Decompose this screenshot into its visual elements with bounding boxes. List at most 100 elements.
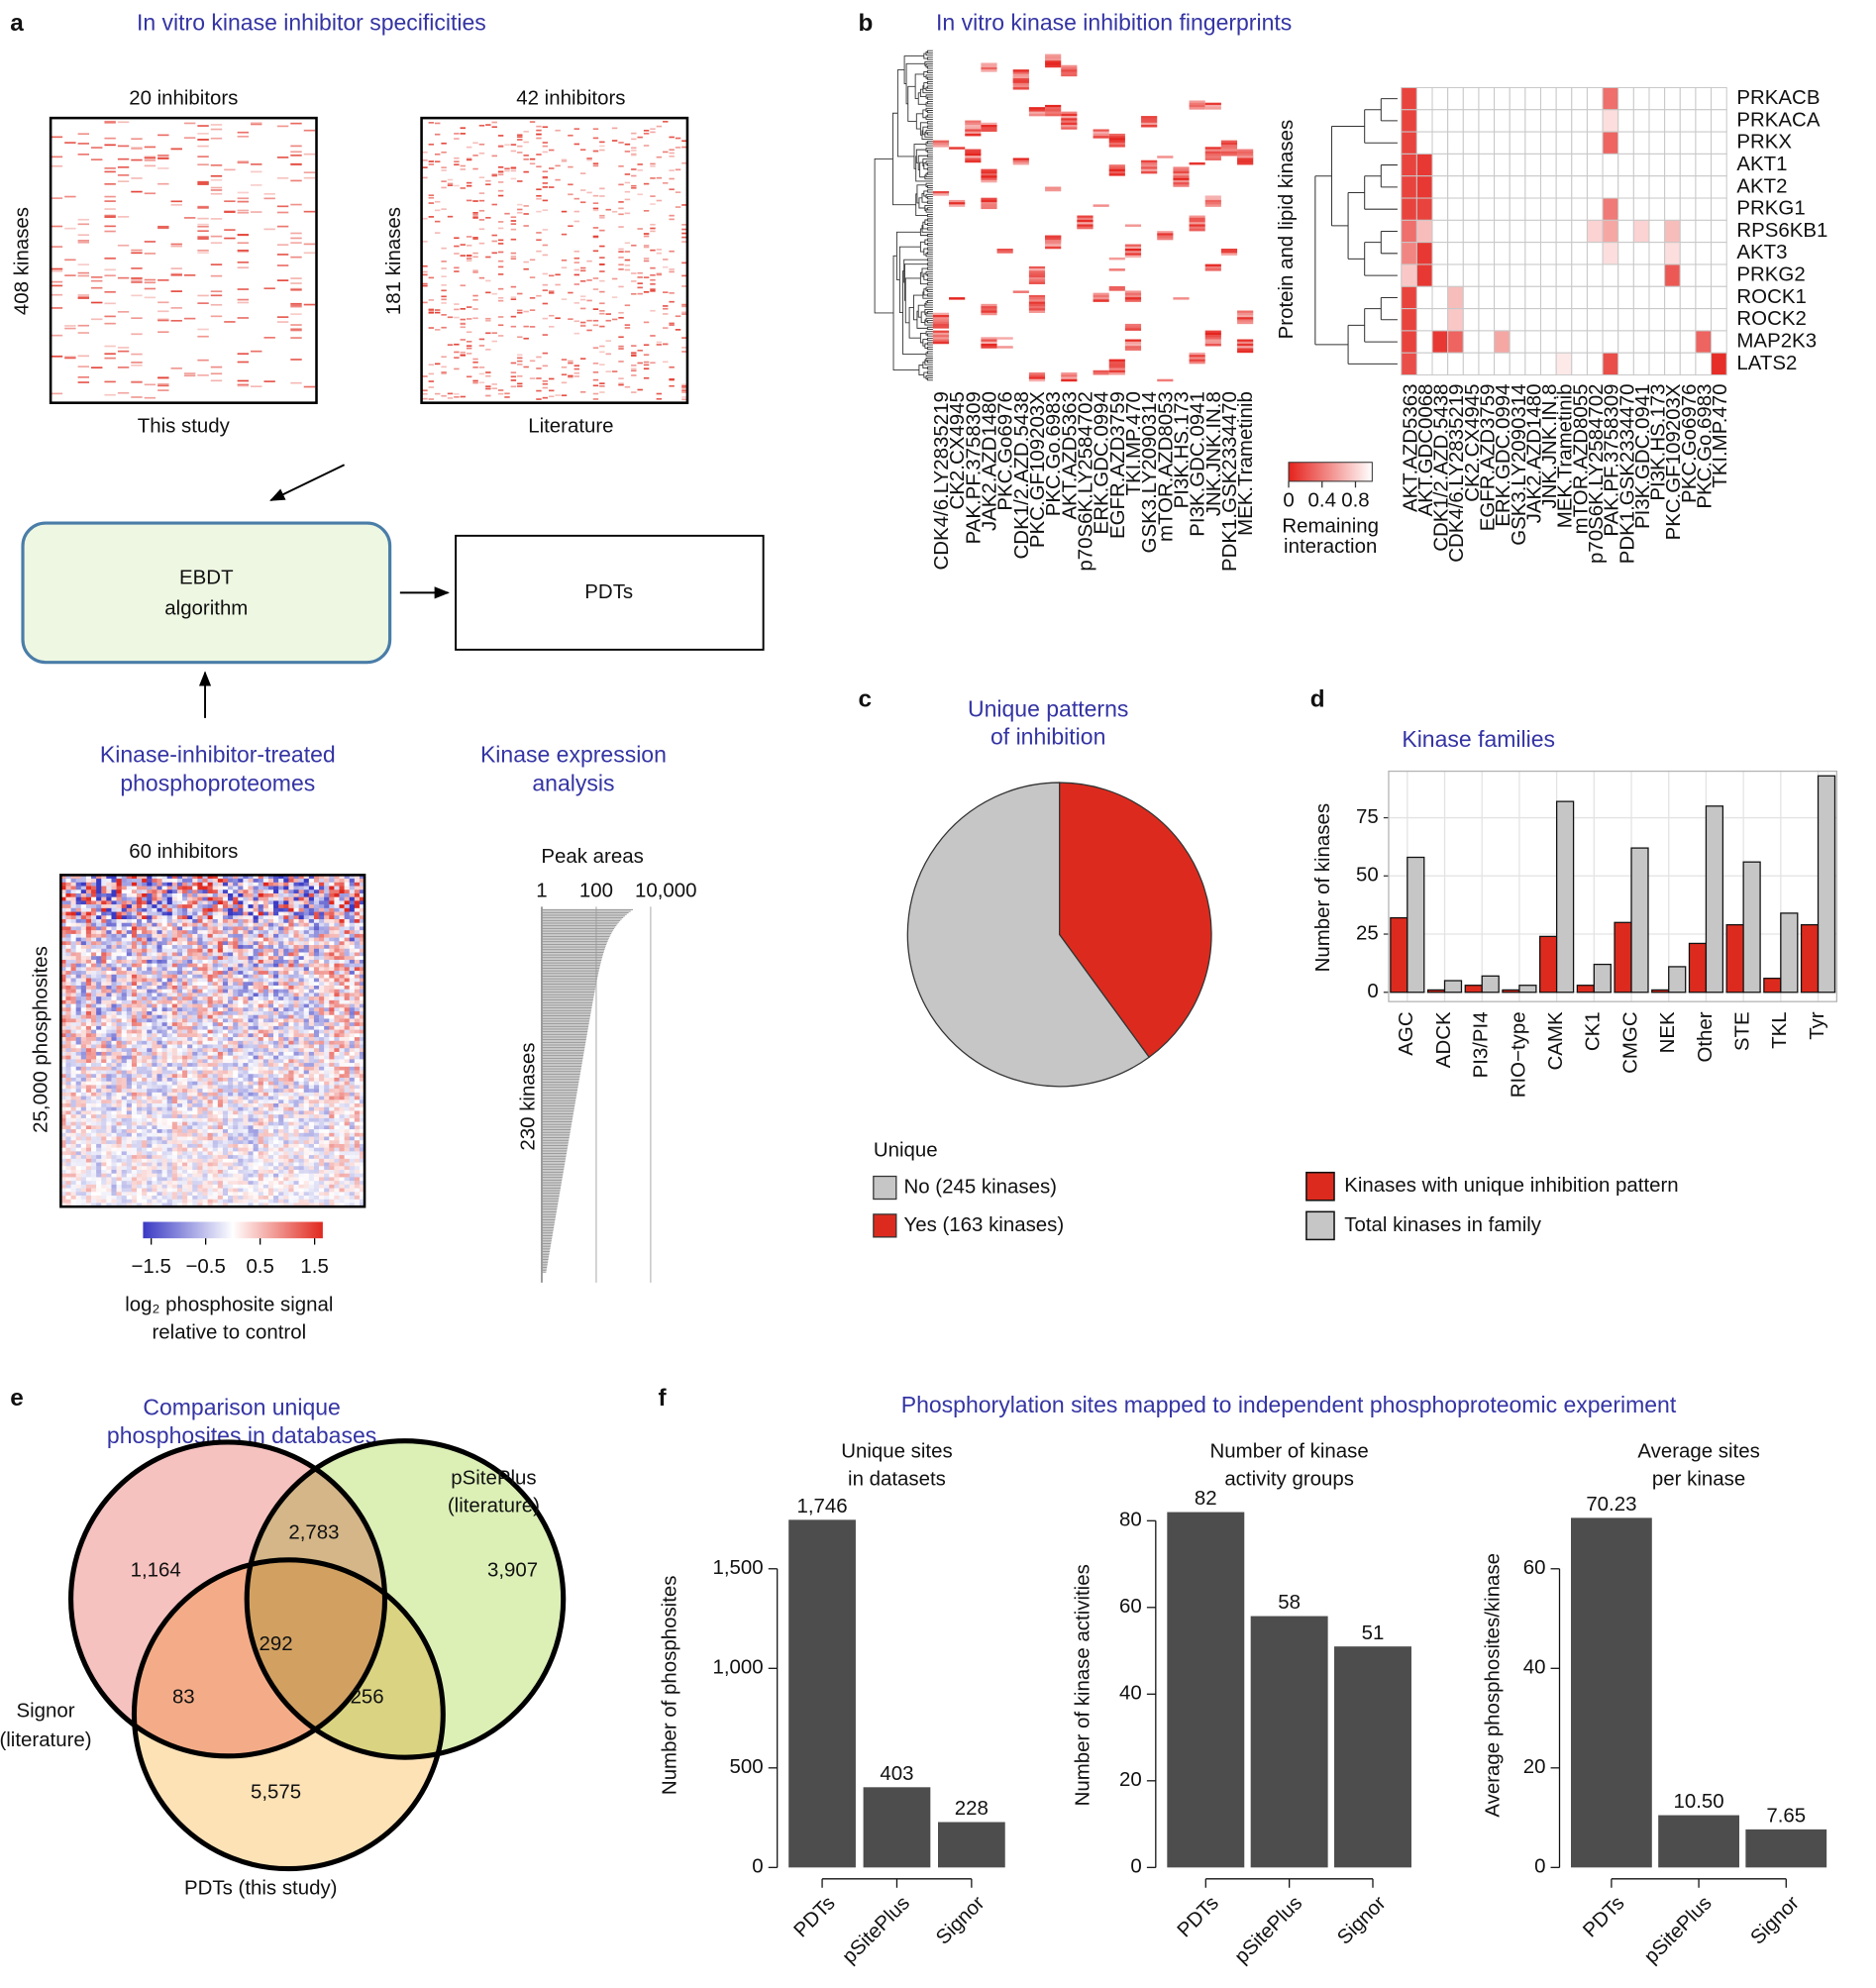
heatmap-cell [263,193,275,195]
heatmap-cell [85,1007,92,1012]
heatmap-cell [176,919,183,923]
heatmap-cell [422,176,428,179]
heatmap-cell [137,907,143,912]
heatmap-cell [313,926,320,931]
heatmap-cell [91,286,103,289]
heatmap-cell [618,361,624,363]
phospho-heatmap [60,875,365,1207]
heatmap-cell [298,963,304,968]
heatmap-cell [650,288,656,290]
heatmap-cell [238,915,244,920]
heatmap-cell [637,292,643,295]
heatmap-cell [485,317,491,320]
heatmap-cell [313,875,320,880]
heatmap-cell [262,1007,269,1012]
heatmap-cell [202,911,208,916]
heatmap-cell [192,875,198,880]
heatmap-cell [669,268,675,270]
heatmap-cell [573,320,580,323]
heatmap-cell [91,1018,97,1023]
heatmap-cell [253,900,259,905]
heatmap-cell [523,158,529,160]
heatmap-cell [233,1081,239,1086]
heatmap-cell [293,1003,299,1008]
heatmap-cell [288,1022,294,1027]
heatmap-cell [152,907,157,912]
heatmap-cell [166,959,173,964]
heatmap-cell [131,1070,138,1075]
heatmap-cell [106,993,112,997]
heatmap-cell [233,875,239,880]
heatmap-cell [187,1106,193,1111]
heatmap-cell [91,1044,97,1049]
heatmap-cell [166,952,173,957]
heatmap-cell [228,1059,234,1064]
heatmap-cell [147,999,153,1004]
heatmap-cell [126,978,133,983]
heatmap-cell [561,298,568,301]
heatmap-cell [258,1018,264,1023]
heatmap-cell [80,1085,87,1090]
heatmap-cell [171,1011,178,1015]
heatmap-cell [248,919,254,923]
heatmap-cell [334,1074,340,1079]
heatmap-cell [156,1059,162,1064]
heatmap-cell [349,1040,356,1045]
heatmap-cell [142,993,148,997]
heatmap-cell [283,963,289,968]
heatmap-cell [111,959,117,964]
heatmap-cell [217,971,224,976]
heatmap-cell [243,879,249,884]
heatmap-cell [529,157,536,160]
heatmap-cell [283,1110,289,1115]
heatmap-cell [197,217,209,220]
heatmap-cell [497,227,504,230]
heatmap-cell [329,1025,335,1030]
heatmap-cell [147,1081,153,1086]
heatmap-cell [147,1003,153,1008]
heatmap-cell [207,959,213,964]
heatmap-cell [60,1055,66,1060]
heatmap-cell [293,922,299,927]
heatmap-cell [60,907,66,912]
heatmap-cell [233,1077,239,1082]
heatmap-cell [152,982,157,987]
heatmap-cell [278,1003,284,1008]
heatmap-cell [267,1048,274,1053]
heatmap-cell [273,978,279,983]
heatmap-cell [536,239,542,242]
heatmap-cell [536,398,542,400]
heatmap-cell [517,139,523,141]
heatmap-cell [334,1029,340,1034]
heatmap-cell [152,1074,157,1079]
heatmap-cell [253,904,259,909]
heatmap-cell [248,1077,254,1082]
heatmap-cell [313,985,320,990]
heatmap-cell [142,892,148,897]
heatmap-cell [428,364,435,366]
heatmap-cell [147,922,153,927]
heatmap-cell [536,294,542,297]
heatmap-cell [171,996,178,1001]
heatmap-cell [273,926,279,931]
heatmap-cell [60,1011,66,1015]
heatmap-cell [111,896,117,901]
heatmap-cell [161,1110,167,1115]
heatmap-cell [288,930,294,935]
heatmap-cell [91,963,97,968]
heatmap-cell [339,1089,345,1094]
heatmap-cell [147,978,153,983]
heatmap-cell [663,305,669,307]
heatmap-cell [288,945,294,950]
heatmap-cell [354,1003,361,1008]
heatmap-cell [428,309,435,312]
heatmap-cell [592,250,599,253]
heatmap-cell [454,245,460,248]
heatmap-cell [631,150,637,152]
heatmap-cell [253,982,259,987]
heatmap-cell [681,305,687,308]
heatmap-cell [217,941,224,946]
heatmap-cell [278,886,284,890]
heatmap-cell [529,276,536,278]
heatmap-cell [156,989,162,994]
